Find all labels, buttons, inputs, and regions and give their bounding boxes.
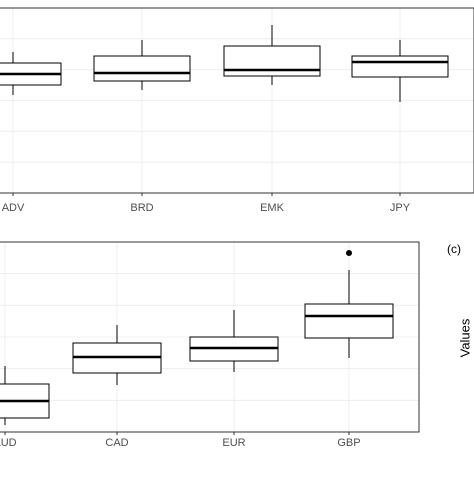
- plot-border: [0, 7, 474, 194]
- x-tick-label: BRD: [130, 202, 153, 214]
- box: [223, 45, 321, 77]
- x-tick-label: CAD: [105, 437, 128, 449]
- box: [93, 55, 191, 82]
- outlier: [346, 250, 352, 256]
- box: [351, 55, 449, 78]
- x-tick-label: JPY: [390, 202, 411, 214]
- x-tick-label: GBP: [337, 437, 360, 449]
- x-tick-label: EMK: [260, 202, 285, 214]
- box: [304, 303, 394, 339]
- x-tick-label: ADV: [2, 202, 25, 214]
- y-axis-label: Values: [457, 318, 472, 357]
- plot-border: [0, 241, 420, 433]
- x-tick-label: AUD: [0, 437, 17, 449]
- x-tick-label: EUR: [222, 437, 245, 449]
- panel-label: (c): [447, 242, 461, 256]
